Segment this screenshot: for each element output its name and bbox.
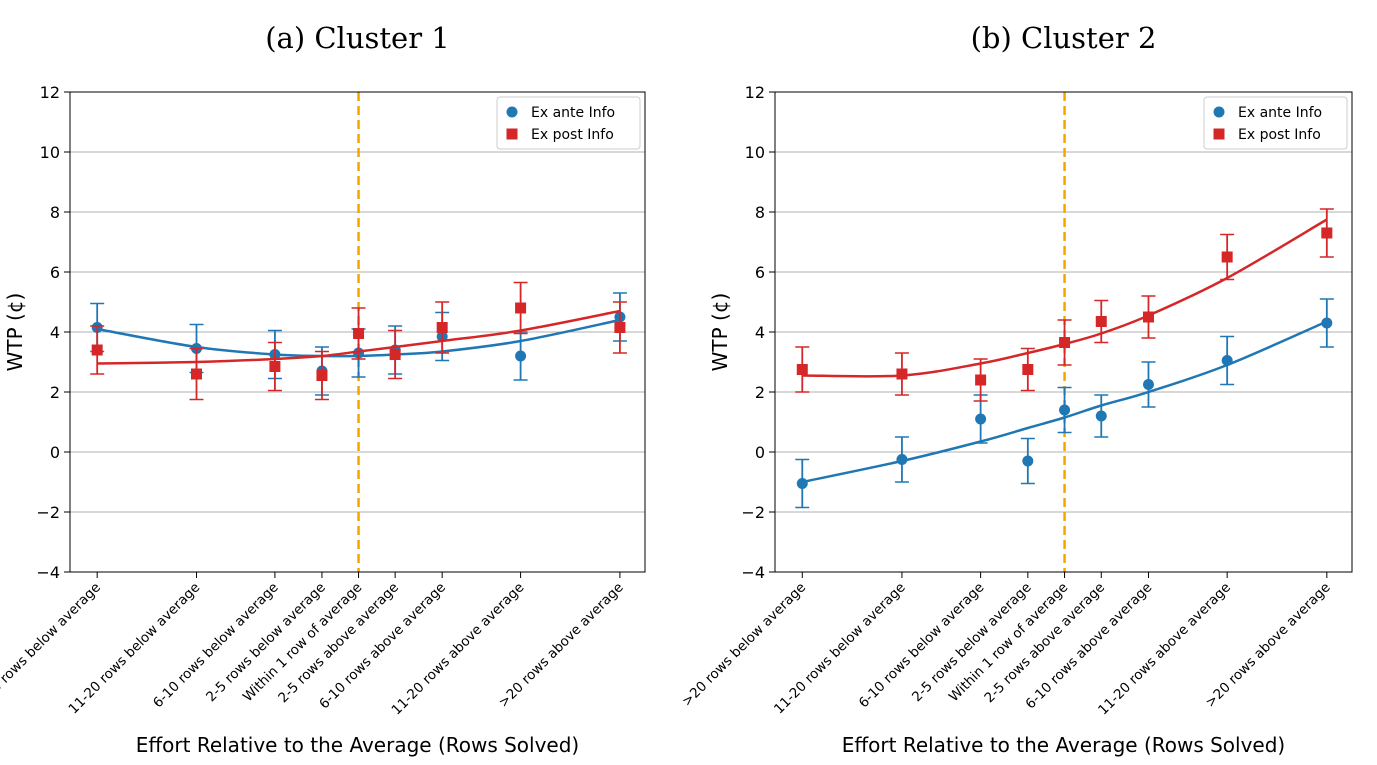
marker [1213, 128, 1225, 140]
marker [191, 368, 202, 380]
legend-label: Ex post Info [531, 127, 614, 143]
y-tick-label: 6 [50, 263, 60, 282]
y-tick-label: 2 [755, 383, 765, 402]
marker [1059, 404, 1071, 416]
y-tick-label: −2 [741, 503, 765, 522]
marker [896, 454, 908, 465]
y-tick-label: 4 [50, 323, 60, 342]
y-tick-label: 12 [40, 83, 60, 102]
y-tick-label: 0 [50, 443, 60, 462]
marker [389, 349, 401, 360]
marker [1022, 455, 1034, 467]
marker [515, 350, 527, 362]
y-tick-label: −4 [741, 563, 765, 582]
plot-frame [774, 91, 1353, 573]
y-tick-label: 8 [50, 203, 60, 222]
y-tick-label: 4 [755, 323, 765, 342]
legend-box [1203, 96, 1348, 150]
marker [515, 302, 527, 314]
marker [436, 322, 448, 333]
legend-label: Ex ante Info [531, 105, 615, 121]
marker [1221, 355, 1233, 366]
chart-title: (b) Cluster 2 [971, 21, 1157, 55]
marker [1321, 317, 1333, 329]
y-tick-label: 6 [755, 263, 765, 282]
marker [1095, 410, 1107, 422]
legend-label: Ex post Info [1238, 127, 1321, 143]
x-axis-label: Effort Relative to the Average (Rows Sol… [842, 733, 1286, 757]
marker [91, 344, 103, 356]
y-tick-label: 2 [50, 383, 60, 402]
marker [975, 374, 987, 386]
x-axis-label: Effort Relative to the Average (Rows Sol… [136, 733, 580, 757]
legend: Ex ante Info Ex post Info [1203, 96, 1348, 150]
marker [975, 413, 987, 425]
y-axis-label: WTP (¢) [708, 293, 732, 372]
y-tick-label: −2 [36, 503, 60, 522]
marker [614, 322, 626, 333]
y-axis-label: WTP (¢) [3, 293, 27, 372]
marker [796, 478, 808, 489]
y-tick-label: 10 [40, 143, 60, 162]
plot-frame [69, 91, 646, 573]
y-tick-label: 8 [755, 203, 765, 222]
marker [506, 128, 518, 140]
marker [506, 106, 518, 118]
marker [1142, 311, 1154, 323]
legend-box [496, 96, 641, 150]
marker [269, 361, 281, 372]
marker [1221, 251, 1233, 263]
legend-label: Ex ante Info [1238, 105, 1322, 121]
marker [896, 368, 908, 380]
y-tick-label: 12 [745, 83, 765, 102]
marker [1321, 227, 1333, 239]
marker [353, 328, 365, 339]
y-tick-label: −4 [36, 563, 60, 582]
marker [1213, 106, 1225, 118]
marker [1022, 364, 1034, 375]
marker [316, 370, 328, 381]
marker [1059, 337, 1071, 348]
chart-title: (a) Cluster 1 [265, 21, 450, 55]
marker [1095, 316, 1107, 327]
y-tick-label: 0 [755, 443, 765, 462]
y-tick-label: 10 [745, 143, 765, 162]
legend: Ex ante Info Ex post Info [496, 96, 641, 150]
marker [796, 364, 808, 375]
marker [1142, 379, 1154, 390]
